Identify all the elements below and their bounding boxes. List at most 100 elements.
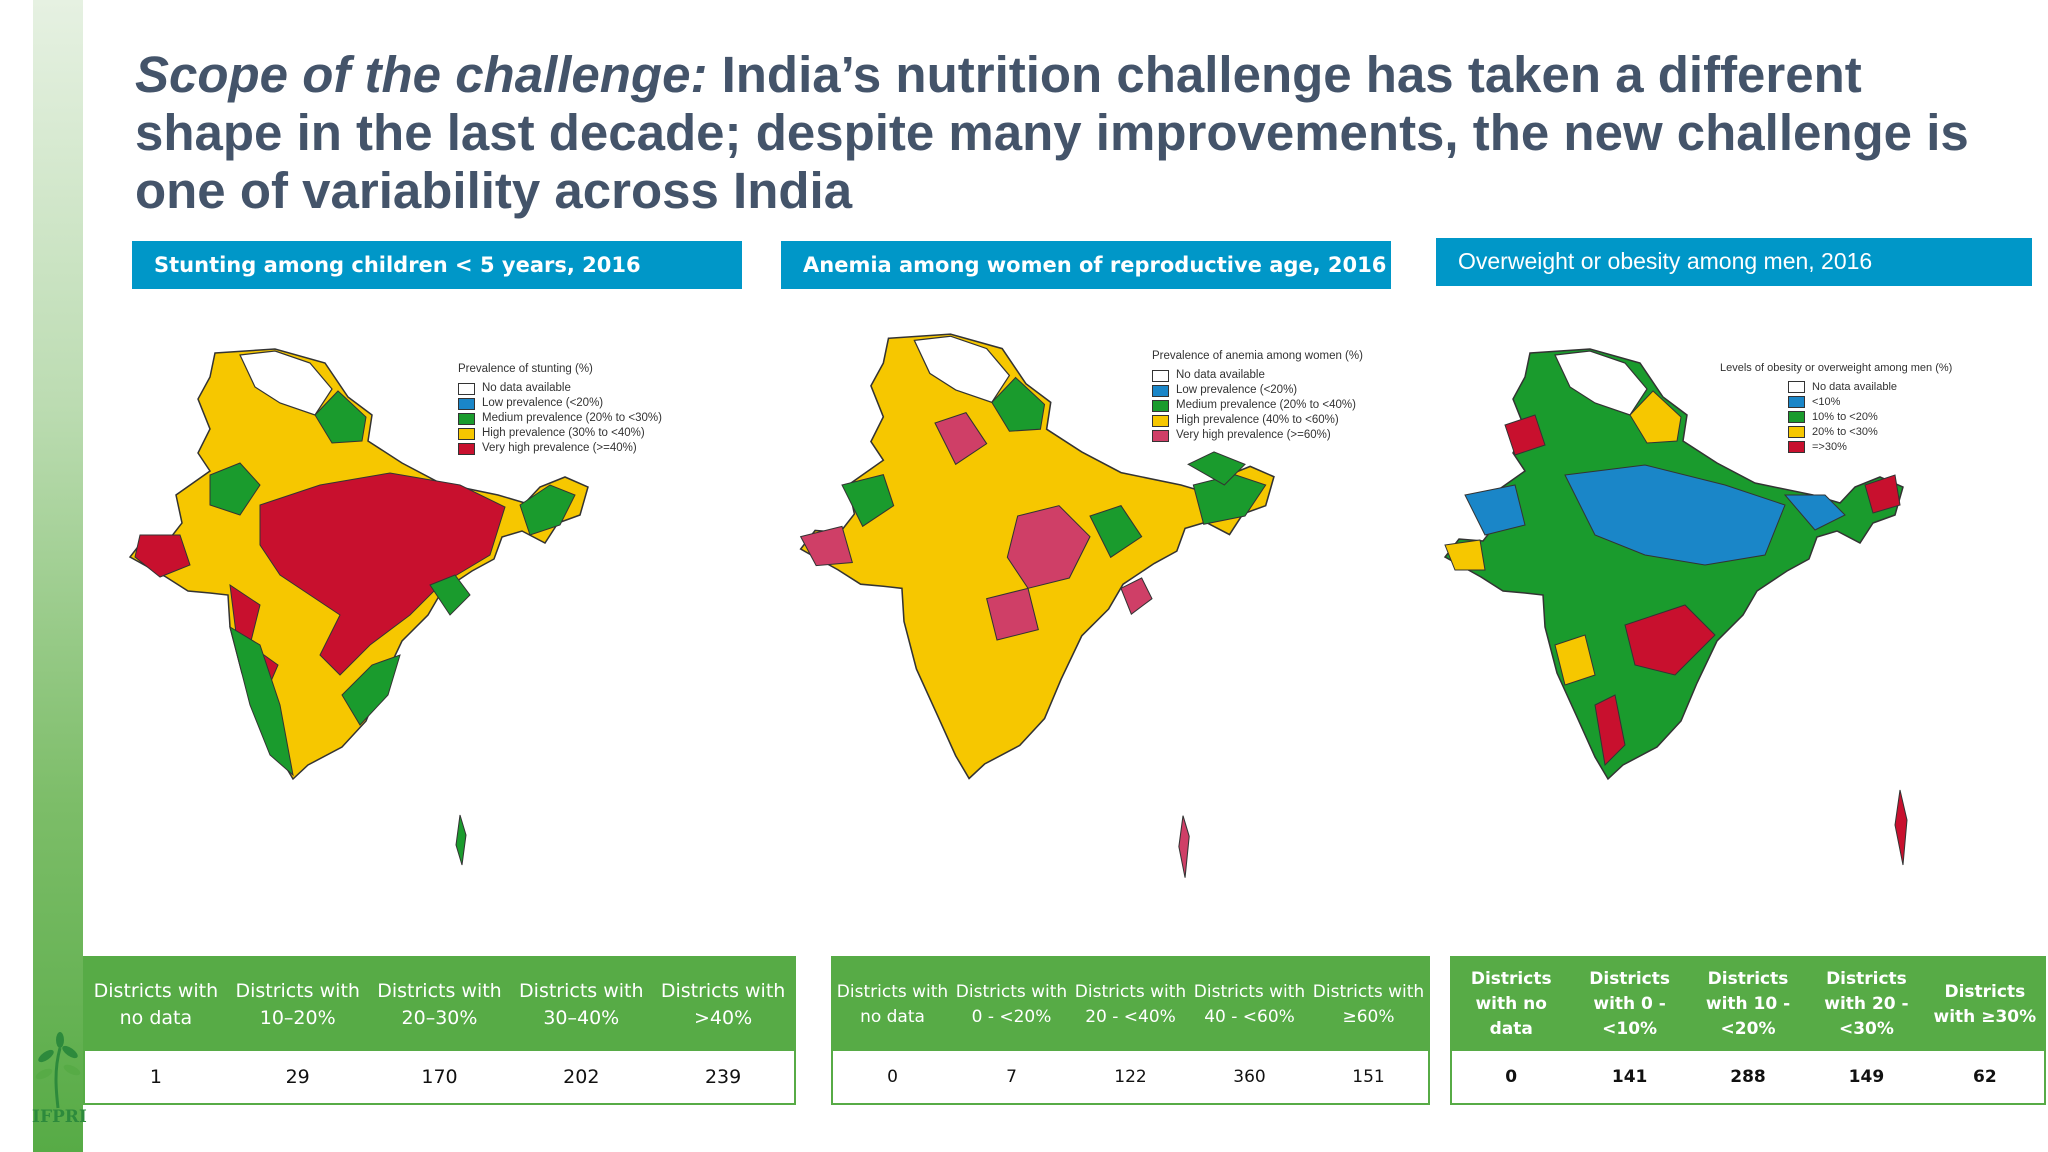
legend-swatch xyxy=(458,427,475,440)
slide-title: Scope of the challenge: India’s nutritio… xyxy=(135,46,1995,220)
table-header-cell: Districts with 20–30% xyxy=(377,979,502,1029)
legend-item: High prevalence (30% to <40%) xyxy=(458,426,662,441)
table-header-row: Districts with no data Districts with 0 … xyxy=(833,958,1428,1051)
legend-label: Low prevalence (<20%) xyxy=(1176,384,1298,396)
legend-swatch xyxy=(1788,395,1805,408)
table-header-cell: Districts with 10 - <20% xyxy=(1705,969,1791,1039)
legend-title: Prevalence of stunting (%) xyxy=(458,363,593,375)
legend-obesity: Levels of obesity or overweight among me… xyxy=(1720,361,1952,454)
legend-label: Very high prevalence (>=60%) xyxy=(1176,429,1331,441)
table-header-cell: Districts with 0 - <20% xyxy=(955,981,1068,1027)
table-cell: 122 xyxy=(1114,1067,1147,1087)
legend-swatch xyxy=(1152,369,1169,382)
legend-swatch xyxy=(458,397,475,410)
legend-item: 10% to <20% xyxy=(1788,409,1952,424)
table-header-cell: Districts with no data xyxy=(93,979,219,1029)
legend-item: Medium prevalence (20% to <40%) xyxy=(1152,398,1363,413)
map-svg-stunting xyxy=(128,348,589,866)
table-cell: 29 xyxy=(285,1066,310,1088)
legend-label: No data available xyxy=(1812,380,1898,393)
legend-item: =>30% xyxy=(1788,439,1952,454)
legend-swatch xyxy=(1152,429,1169,442)
legend-label: Low prevalence (<20%) xyxy=(482,397,604,409)
table-row: 0 141 288 149 62 xyxy=(1452,1051,2044,1103)
legend-label: Very high prevalence (>=40%) xyxy=(482,442,637,454)
legend-label: =>30% xyxy=(1812,440,1847,453)
table-row: 1 29 170 202 239 xyxy=(85,1051,794,1103)
legend-item: Low prevalence (<20%) xyxy=(458,396,662,411)
legend-swatch xyxy=(1788,425,1805,438)
legend-item: No data available xyxy=(1152,368,1363,383)
logo-text: IFPRI xyxy=(32,1107,87,1127)
panel-header-obesity: Overweight or obesity among men, 2016 xyxy=(1436,238,2032,286)
legend-title: Levels of obesity or overweight among me… xyxy=(1720,362,1953,374)
table-stunting: Districts with no data Districts with 10… xyxy=(83,956,796,1105)
table-header-cell: Districts with no data xyxy=(1470,969,1552,1039)
legend-item: Low prevalence (<20%) xyxy=(1152,383,1363,398)
table-cell: 170 xyxy=(421,1066,458,1088)
legend-item: No data available xyxy=(1788,379,1952,394)
table-cell: 202 xyxy=(563,1066,600,1088)
legend-stunting: Prevalence of stunting (%) No data avail… xyxy=(458,362,662,456)
map-svg-anemia xyxy=(799,333,1275,878)
table-header-cell: Districts with 20 - <40% xyxy=(1074,981,1187,1027)
decorative-side-bar xyxy=(33,0,83,1152)
legend-label: No data available xyxy=(482,382,571,394)
ifpri-logo-graphic xyxy=(35,1032,81,1109)
title-text: India’s nutrition challenge has taken a … xyxy=(135,46,1969,219)
legend-item: No data available xyxy=(458,381,662,396)
table-header-cell: Districts with ≥30% xyxy=(1933,981,2037,1027)
legend-item: Very high prevalence (>=40%) xyxy=(458,441,662,456)
legend-label: Medium prevalence (20% to <40%) xyxy=(1176,399,1356,411)
table-header-row: Districts with no data Districts with 0 … xyxy=(1452,958,2044,1051)
legend-swatch xyxy=(458,382,475,395)
table-header-cell: Districts with >40% xyxy=(660,979,786,1029)
legend-swatch xyxy=(1152,399,1169,412)
legend-item: 20% to <30% xyxy=(1788,424,1952,439)
legend-label: High prevalence (30% to <40%) xyxy=(482,427,645,439)
india-map-obesity xyxy=(1425,340,2025,950)
table-row: 0 7 122 360 151 xyxy=(833,1051,1428,1103)
legend-swatch xyxy=(458,412,475,425)
title-italic: Scope of the challenge: xyxy=(135,46,708,103)
legend-swatch xyxy=(1788,410,1805,423)
legend-swatch xyxy=(1152,384,1169,397)
table-cell: 149 xyxy=(1848,1067,1885,1087)
legend-title: Prevalence of anemia among women (%) xyxy=(1152,350,1363,362)
ifpri-logo-icon xyxy=(30,1030,86,1125)
legend-swatch xyxy=(1152,414,1169,427)
table-header-cell: Districts with 30–40% xyxy=(519,979,644,1029)
legend-item: <10% xyxy=(1788,394,1952,409)
table-cell: 7 xyxy=(1006,1067,1017,1087)
table-cell: 288 xyxy=(1730,1067,1766,1087)
table-anemia: Districts with no data Districts with 0 … xyxy=(831,956,1430,1105)
table-cell: 151 xyxy=(1352,1067,1385,1087)
legend-swatch xyxy=(1788,380,1805,393)
legend-item: Medium prevalence (20% to <30%) xyxy=(458,411,662,426)
table-header-cell: Districts with no data xyxy=(836,981,949,1027)
table-cell: 360 xyxy=(1233,1067,1266,1087)
table-cell: 239 xyxy=(704,1066,742,1088)
table-cell: 0 xyxy=(1505,1067,1518,1087)
table-header-cell: Districts with ≥60% xyxy=(1312,981,1425,1027)
legend-item: Very high prevalence (>=60%) xyxy=(1152,428,1363,443)
table-header-cell: Districts with 20 - <30% xyxy=(1824,969,1909,1039)
table-cell: 0 xyxy=(887,1067,898,1087)
table-header-cell: Districts with 10–20% xyxy=(235,979,360,1029)
legend-label: No data available xyxy=(1176,369,1265,381)
legend-label: <10% xyxy=(1812,395,1841,408)
map-svg-obesity xyxy=(1443,348,1908,866)
panel-header-anemia: Anemia among women of reproductive age, … xyxy=(781,241,1391,289)
table-header-row: Districts with no data Districts with 10… xyxy=(85,958,794,1051)
legend-label: Medium prevalence (20% to <30%) xyxy=(482,412,662,424)
legend-label: High prevalence (40% to <60%) xyxy=(1176,414,1339,426)
table-cell: 141 xyxy=(1611,1067,1648,1087)
legend-swatch xyxy=(458,442,475,455)
legend-label: 10% to <20% xyxy=(1812,410,1878,423)
table-cell: 62 xyxy=(1972,1067,1997,1087)
panel-header-stunting: Stunting among children < 5 years, 2016 xyxy=(132,241,742,289)
table-header-cell: Districts with 40 - <60% xyxy=(1193,981,1306,1027)
legend-swatch xyxy=(1788,440,1805,453)
legend-item: High prevalence (40% to <60%) xyxy=(1152,413,1363,428)
table-cell: 1 xyxy=(149,1066,162,1088)
